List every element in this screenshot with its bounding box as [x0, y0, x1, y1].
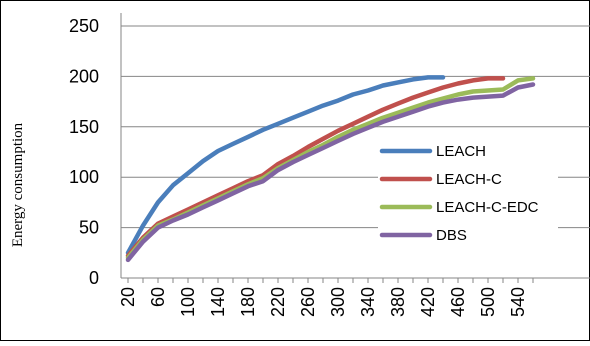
y-tick-label-100: 100 — [69, 167, 99, 187]
x-tick-label-300: 300 — [328, 287, 348, 317]
x-tick-label-540: 540 — [508, 287, 528, 317]
x-tick-label-60: 60 — [148, 287, 168, 307]
legend-label-dbs: DBS — [436, 227, 467, 244]
y-tick-label-150: 150 — [69, 117, 99, 137]
series-line-dbs — [125, 82, 536, 263]
x-tick-label-220: 220 — [268, 287, 288, 317]
x-tick-label-100: 100 — [178, 287, 198, 317]
x-tick-label-140: 140 — [208, 287, 228, 317]
legend-label-leach: LEACH — [436, 143, 486, 160]
x-tick-label-260: 260 — [298, 287, 318, 317]
series-line-leach-c — [125, 76, 506, 259]
y-axis-label: Energy consumption — [10, 122, 26, 247]
x-tick-label-500: 500 — [478, 287, 498, 317]
x-tick-label-340: 340 — [358, 287, 378, 317]
legend-label-leach-c-edc: LEACH-C-EDC — [436, 199, 539, 216]
y-tick-label-0: 0 — [89, 268, 99, 288]
legend-label-leach-c: LEACH-C — [436, 171, 502, 188]
x-tick-label-180: 180 — [238, 287, 258, 317]
y-tick-label-50: 50 — [79, 218, 99, 238]
x-tick-label-380: 380 — [388, 287, 408, 317]
x-tick-label-460: 460 — [448, 287, 468, 317]
series-lines — [125, 75, 536, 263]
x-tick-label-20: 20 — [118, 287, 138, 307]
y-tick-label-200: 200 — [69, 66, 99, 86]
legend: LEACH LEACH-C LEACH-C-EDC DBS — [378, 140, 558, 256]
x-tick-label-420: 420 — [418, 287, 438, 317]
series-line-leach — [125, 75, 446, 256]
axes — [120, 13, 590, 283]
y-tick-label-250: 250 — [69, 16, 99, 36]
y-tick-labels: 0 50 100 150 200 250 — [69, 16, 99, 288]
x-tick-labels: 20 60 100 140 180 220 260 300 340 380 420 460 500 540 — [118, 287, 528, 317]
